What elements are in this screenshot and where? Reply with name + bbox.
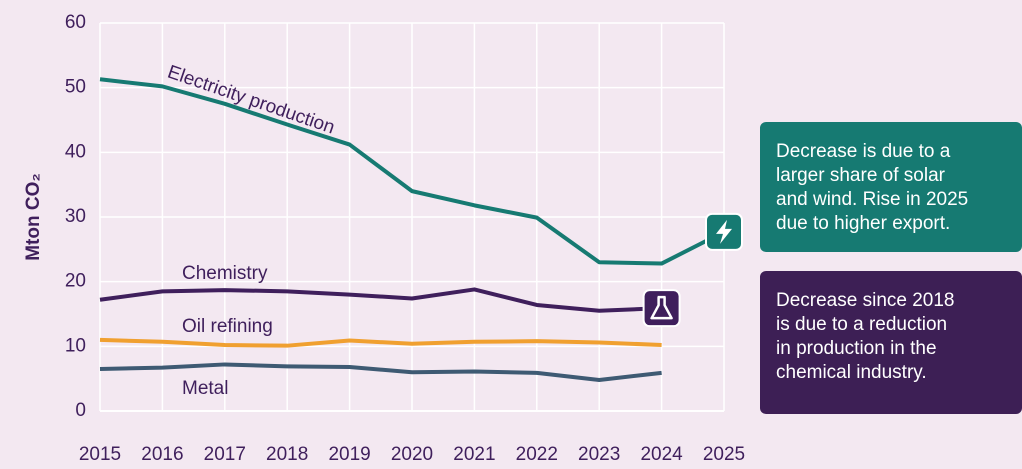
x-tick-label: 2024 xyxy=(640,444,683,465)
series-line xyxy=(99,362,662,382)
annotation-box xyxy=(760,122,1022,252)
annotation-text: and wind. Rise in 2025 xyxy=(776,189,968,210)
x-tick-label: 2018 xyxy=(266,444,308,465)
x-tick-label: 2015 xyxy=(79,444,121,465)
annotation-text: is due to a reduction xyxy=(776,314,947,335)
x-tick-label: 2021 xyxy=(453,444,495,465)
y-tick-label: 30 xyxy=(65,206,86,227)
y-axis-label: Mton CO₂ xyxy=(23,173,44,261)
x-tick-label: 2020 xyxy=(391,444,433,465)
annotation-text: chemical industry. xyxy=(776,362,927,383)
icon-box xyxy=(642,289,681,328)
series-label: Oil refining xyxy=(182,316,273,337)
series-line xyxy=(99,337,662,348)
x-tick-label: 2017 xyxy=(204,444,246,465)
series-label: Chemistry xyxy=(182,263,268,284)
y-tick-label: 10 xyxy=(65,335,86,356)
x-tick-label: 2023 xyxy=(578,444,620,465)
annotation-text: larger share of solar xyxy=(776,165,946,186)
bolt xyxy=(716,219,732,244)
y-tick-label: 20 xyxy=(65,271,86,292)
series-label: Metal xyxy=(182,378,228,399)
flask xyxy=(650,295,673,320)
icon xyxy=(642,289,681,328)
annotation-text: Decrease is due to a xyxy=(776,141,951,162)
annotation-box xyxy=(760,271,1022,414)
annotation-text: in production in the xyxy=(776,338,937,359)
x-tick-label: 2016 xyxy=(141,444,183,465)
y-tick-label: 60 xyxy=(65,12,86,33)
y-tick-label: 0 xyxy=(75,400,86,421)
annotation-text: due to higher export. xyxy=(776,213,950,234)
x-tick-label: 2022 xyxy=(516,444,558,465)
y-tick-label: 40 xyxy=(65,141,86,162)
series-line xyxy=(99,77,725,266)
icon xyxy=(705,212,743,251)
series-line xyxy=(99,287,662,313)
x-tick-label: 2019 xyxy=(328,444,370,465)
x-tick-label: 2025 xyxy=(703,444,745,465)
annotation-text: Decrease since 2018 xyxy=(776,290,955,311)
y-tick-label: 50 xyxy=(65,77,86,98)
